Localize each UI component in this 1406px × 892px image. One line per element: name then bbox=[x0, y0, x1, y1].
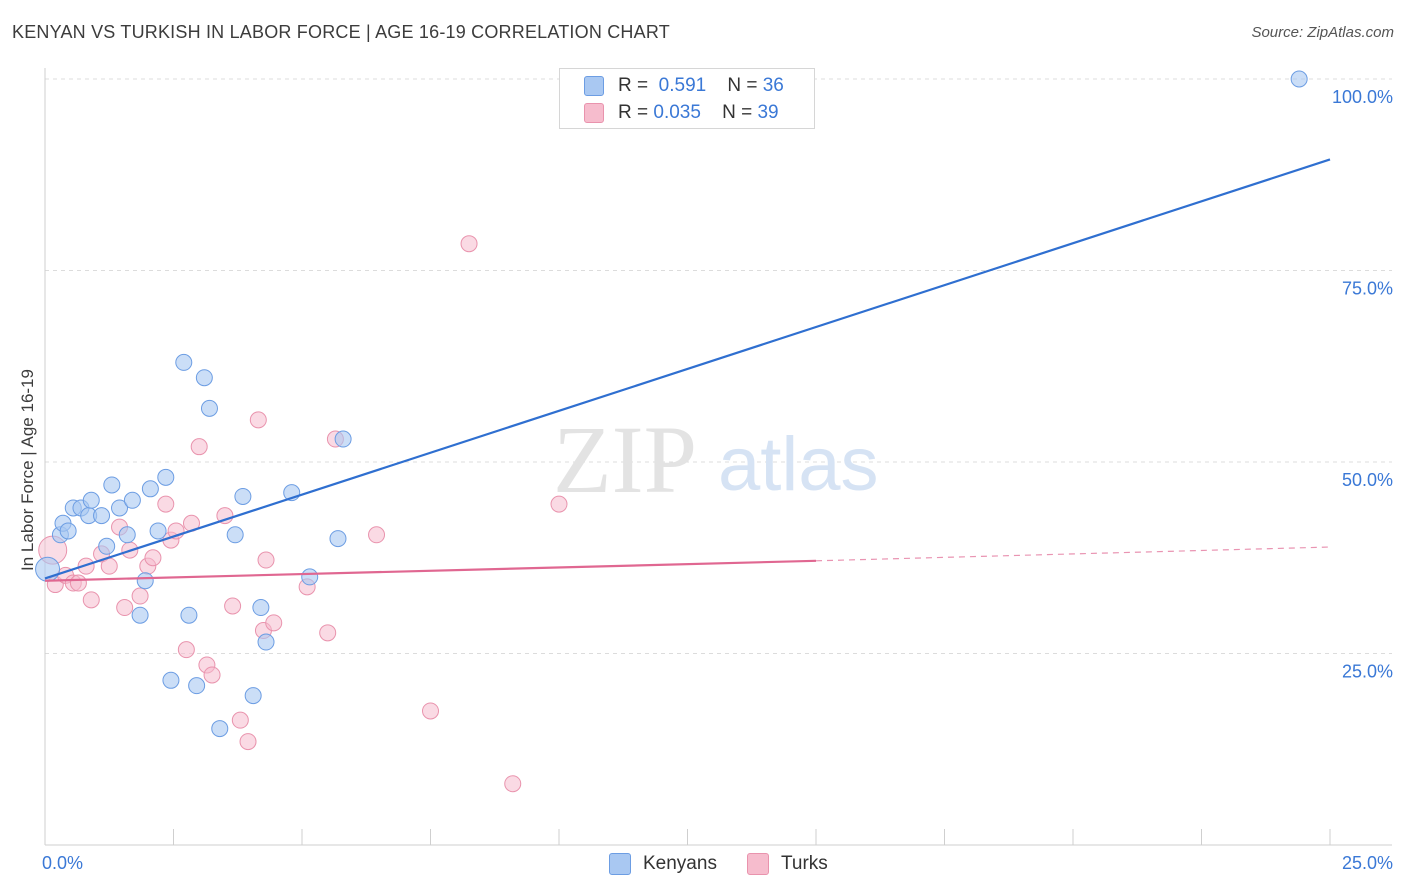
kenyans-point bbox=[188, 677, 206, 695]
legend-row-kenyans: R = 0.591 N = 36 bbox=[584, 73, 784, 99]
kenyans-point bbox=[180, 606, 198, 624]
kenyans-trendline bbox=[44, 158, 1331, 580]
turks-point bbox=[190, 438, 208, 456]
axes bbox=[44, 68, 1392, 846]
kenyans-point bbox=[195, 369, 213, 387]
y-tick-label-50: 50.0% bbox=[1342, 470, 1393, 490]
turks-legend-swatch bbox=[747, 853, 769, 875]
correlation-legend: R = 0.591 N = 36 R = 0.035 N = 39 bbox=[559, 68, 815, 129]
kenyans-point bbox=[301, 568, 319, 586]
kenyans-point bbox=[141, 480, 159, 498]
gridlines bbox=[45, 78, 1392, 654]
turks-point bbox=[100, 557, 118, 575]
y-tick-label-75: 75.0% bbox=[1342, 279, 1393, 299]
kenyans-r-value: 0.591 bbox=[658, 75, 707, 96]
watermark: ZIP atlas bbox=[553, 406, 879, 513]
kenyans-point bbox=[111, 499, 129, 517]
kenyans-point bbox=[131, 606, 149, 624]
kenyans-n-label: N = bbox=[727, 75, 758, 96]
chart-title: KENYAN VS TURKISH IN LABOR FORCE | AGE 1… bbox=[12, 22, 670, 42]
y-axis-label: In Labor Force | Age 16-19 bbox=[18, 369, 37, 571]
kenyans-point bbox=[234, 487, 252, 505]
legend-item-turks[interactable]: Turks bbox=[747, 851, 828, 877]
kenyans-point bbox=[157, 468, 175, 486]
kenyans-point bbox=[334, 430, 352, 448]
kenyans-point bbox=[118, 526, 136, 544]
kenyans-point bbox=[226, 526, 244, 544]
kenyans-legend-swatch bbox=[609, 853, 631, 875]
kenyans-point bbox=[98, 537, 116, 555]
y-tick-label-25: 25.0% bbox=[1342, 662, 1393, 682]
kenyans-point bbox=[82, 491, 100, 509]
turks-point bbox=[69, 574, 87, 592]
turks-point bbox=[422, 702, 439, 720]
x-tick-label-max: 25.0% bbox=[1342, 853, 1393, 873]
turks-n-value: 39 bbox=[757, 102, 779, 123]
turks-point bbox=[319, 624, 337, 642]
kenyans-point bbox=[200, 399, 218, 417]
kenyans-point bbox=[1290, 70, 1308, 88]
kenyans-point bbox=[175, 353, 193, 371]
kenyans-n-value: 36 bbox=[762, 75, 784, 96]
kenyans-point bbox=[162, 671, 180, 689]
x-tick-label-min: 0.0% bbox=[42, 853, 83, 873]
kenyans-point bbox=[257, 633, 275, 651]
tick-labels: 25.0% 50.0% 75.0% 100.0% 0.0% 25.0% bbox=[42, 87, 1393, 873]
legend-item-kenyans[interactable]: Kenyans bbox=[609, 851, 717, 877]
turks-point bbox=[131, 587, 149, 605]
y-tick-label-100: 100.0% bbox=[1332, 87, 1393, 107]
watermark-zip: ZIP bbox=[553, 406, 697, 513]
turks-r-label: R = bbox=[618, 102, 649, 123]
turks-swatch bbox=[584, 103, 604, 123]
kenyans-legend-label: Kenyans bbox=[643, 853, 717, 874]
turks-n-label: N = bbox=[722, 102, 753, 123]
turks-point bbox=[203, 666, 221, 684]
kenyans-point bbox=[59, 522, 77, 540]
turks-point bbox=[460, 235, 478, 253]
turks-point bbox=[265, 614, 283, 632]
turks-point bbox=[257, 551, 275, 569]
turks-point bbox=[177, 641, 195, 659]
turks-point bbox=[116, 599, 134, 617]
kenyans-point bbox=[123, 491, 141, 509]
turks-point bbox=[239, 733, 257, 751]
turks-point bbox=[368, 526, 386, 544]
kenyans-point bbox=[211, 720, 229, 738]
turks-point bbox=[504, 775, 522, 793]
turks-point bbox=[82, 591, 100, 609]
series-kenyans-points bbox=[35, 70, 1308, 738]
turks-point bbox=[550, 495, 568, 513]
turks-point bbox=[249, 411, 267, 429]
legend-row-turks: R = 0.035 N = 39 bbox=[584, 100, 779, 126]
turks-point bbox=[144, 549, 162, 567]
kenyans-r-label: R = bbox=[618, 75, 649, 96]
kenyans-point bbox=[103, 476, 121, 494]
turks-trendline-extrapolated bbox=[815, 546, 1331, 562]
turks-r-value: 0.035 bbox=[653, 102, 701, 123]
kenyans-point bbox=[149, 522, 167, 540]
turks-legend-label: Turks bbox=[781, 853, 828, 874]
turks-point bbox=[231, 711, 249, 729]
watermark-atlas: atlas bbox=[718, 422, 879, 507]
kenyans-point bbox=[252, 599, 270, 617]
turks-point bbox=[224, 597, 242, 615]
source-credit: Source: ZipAtlas.com bbox=[1251, 24, 1394, 41]
turks-point bbox=[157, 495, 175, 513]
turks-trendline bbox=[44, 559, 817, 582]
trendlines bbox=[44, 158, 1331, 582]
kenyans-point bbox=[244, 687, 262, 705]
kenyans-swatch bbox=[584, 76, 604, 96]
kenyans-point bbox=[136, 572, 154, 590]
kenyans-point bbox=[329, 530, 347, 548]
kenyans-point bbox=[93, 507, 111, 525]
